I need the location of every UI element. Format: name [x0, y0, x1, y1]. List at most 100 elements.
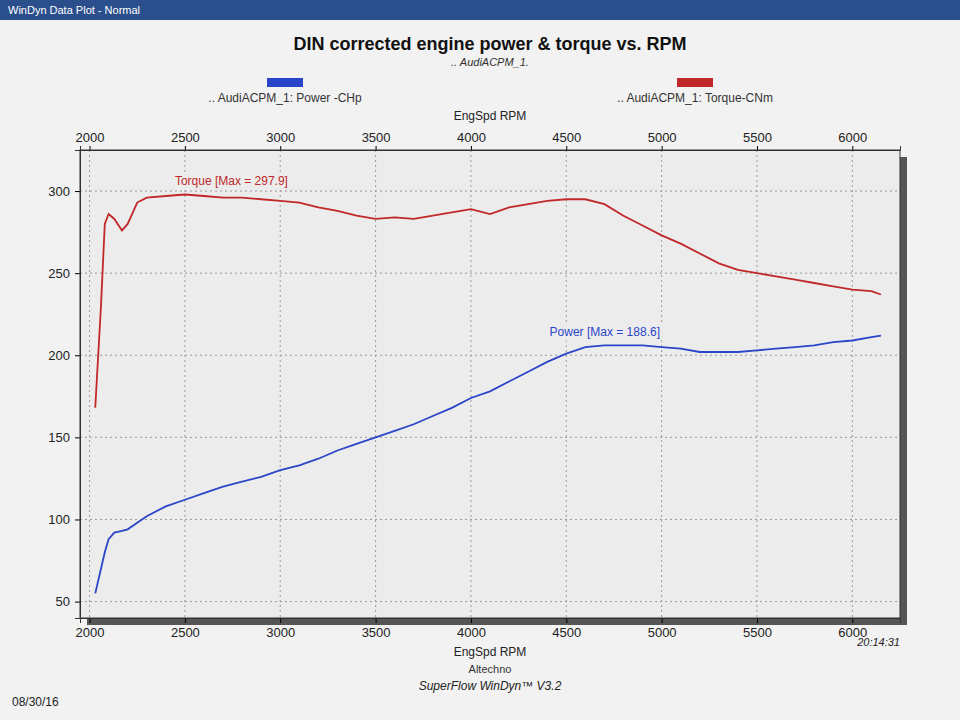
x-axis-tick: 2000: [76, 618, 105, 640]
grid-line-x: [852, 150, 853, 618]
chart: WinDyn Data Plot - Normal DIN corrected e…: [0, 0, 960, 720]
y-axis-tick: 50: [56, 594, 80, 609]
x-axis-tick-mark: [757, 618, 758, 623]
y-axis-tick-mark: [75, 437, 80, 438]
y-axis-tick-label: 100: [48, 512, 70, 527]
x-axis-tick-mark: [471, 618, 472, 623]
y-axis-tick-label: 300: [48, 184, 70, 199]
torque-annotation: Torque [Max = 297.9]: [175, 174, 288, 188]
torque-annotation-ground: [173, 173, 290, 189]
plot-background: [80, 150, 900, 618]
grid-line-y: [80, 355, 900, 356]
y-axis-tick: 200: [48, 348, 80, 363]
grid-line-y: [80, 601, 900, 602]
footer-time: 20:14:31: [856, 636, 900, 648]
plot-frame: [80, 150, 900, 618]
grid-line-x: [661, 150, 662, 618]
x-axis-top-tick-mark: [566, 146, 567, 150]
legend-entry: .. AudiACPM_1: Power -CHp: [208, 78, 362, 105]
torque-annotation-group: Torque [Max = 297.9]: [173, 173, 290, 189]
x-axis-top-tick-mark: [757, 146, 758, 150]
x-axis-tick: 3000: [266, 618, 295, 640]
x-axis-top-tick-mark: [662, 146, 663, 150]
x-axis-tick-label: 2500: [171, 625, 200, 640]
grid-line-y: [80, 273, 900, 274]
x-axis-top-tick-label: 2000: [76, 130, 105, 145]
power-annotation-ground: [548, 324, 662, 340]
grid: [80, 150, 900, 618]
power-annotation-group: Power [Max = 188.6]: [548, 324, 662, 340]
grid-line-x: [280, 150, 281, 618]
x-axis-tick-mark: [90, 618, 91, 623]
x-axis-tick: 2500: [171, 618, 200, 640]
footer-date: 08/30/16: [12, 695, 59, 709]
x-axis-tick: 5500: [743, 618, 772, 640]
x-axis-top-tick-label: 3500: [362, 130, 391, 145]
y-axis-tick-label: 50: [56, 594, 70, 609]
footer-company: Altechno: [469, 663, 512, 675]
x-axis-top-tick-mark: [90, 146, 91, 150]
grid-line-x: [756, 150, 757, 618]
y-axis-tick: 100: [48, 512, 80, 527]
grid-line-x: [89, 150, 90, 618]
background: [0, 0, 960, 720]
x-axis-top-tick-label: 3000: [266, 130, 295, 145]
x-axis-top-tick: 5000: [648, 130, 677, 150]
grid-line-x: [184, 150, 185, 618]
x-axis-tick-mark: [376, 618, 377, 623]
legend-label: .. AudiACPM_1: Torque-CNm: [617, 91, 773, 105]
x-axis-tick-mark: [185, 618, 186, 623]
x-axis-top-tick-label: 4500: [552, 130, 581, 145]
x-axis-top-tick-mark: [280, 146, 281, 150]
x-axis-tick-label: 3500: [362, 625, 391, 640]
legend-swatch: [267, 78, 303, 87]
y-axis-tick-mark: [75, 191, 80, 192]
y-axis-tick: 150: [48, 430, 80, 445]
x-axis-tick-label: 5000: [648, 625, 677, 640]
x-axis-tick-label: 3000: [266, 625, 295, 640]
x-axis-tick-mark: [280, 618, 281, 623]
x-axis-tick-mark: [662, 618, 663, 623]
x-axis-tick-mark: [566, 618, 567, 623]
grid-line-x: [375, 150, 376, 618]
x-axis-top-tick-label: 2500: [171, 130, 200, 145]
window-title: WinDyn Data Plot - Normal: [8, 4, 140, 16]
x-axis-tick-mark: [852, 618, 853, 623]
data-lines: [95, 195, 881, 594]
x-axis-top-tick: 3000: [266, 130, 295, 150]
x-axis-top-tick: 3500: [362, 130, 391, 150]
grid-line-y: [80, 519, 900, 520]
y-axis-tick-mark: [75, 355, 80, 356]
power-annotation: Power [Max = 188.6]: [550, 325, 660, 339]
grid-line-y: [80, 437, 900, 438]
x-axis-top-tick: 4500: [552, 130, 581, 150]
x-axis-top: 200025003000350040004500500055006000: [76, 130, 901, 151]
x-axis: 200025003000350040004500500055006000: [76, 618, 901, 640]
y-axis-tick-mark: [75, 602, 80, 603]
x-axis-top-tick-mark: [471, 146, 472, 150]
x-axis-tick: 3500: [362, 618, 391, 640]
x-axis-tick-label: 4000: [457, 625, 486, 640]
x-axis-tick-label: 5500: [743, 625, 772, 640]
series-line: [95, 195, 881, 408]
y-axis-tick-mark: [75, 519, 80, 520]
y-axis: 50 100 150 200 250 300: [48, 151, 80, 619]
legend-swatch: [677, 78, 713, 87]
x-axis-top-title: EngSpd RPM: [454, 109, 527, 123]
x-axis-top-tick: 2500: [171, 130, 200, 150]
y-axis-tick: 250: [48, 266, 80, 281]
legend-label: .. AudiACPM_1: Power -CHp: [208, 91, 362, 105]
x-axis-tick-label: 4500: [552, 625, 581, 640]
x-axis-title: EngSpd RPM: [454, 645, 527, 659]
series-line: [95, 336, 881, 594]
x-axis-tick-label: 2000: [76, 625, 105, 640]
x-axis-tick: 5000: [648, 618, 677, 640]
x-axis-tick: 4500: [552, 618, 581, 640]
x-axis-line: [81, 619, 901, 624]
title: DIN corrected engine power & torque vs. …: [293, 34, 686, 54]
title-bar: [0, 0, 960, 20]
x-axis-top-tick-label: 5000: [648, 130, 677, 145]
y-axis-tick-label: 200: [48, 348, 70, 363]
y-axis-tick-label: 250: [48, 266, 70, 281]
x-axis-top-tick-mark: [376, 146, 377, 150]
